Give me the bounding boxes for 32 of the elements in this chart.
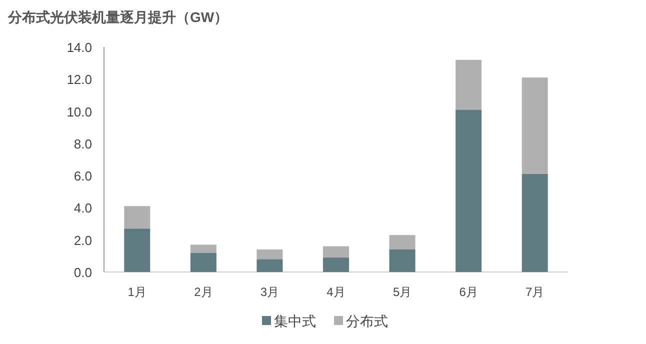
x-tick-label: 3月 [260, 285, 280, 299]
y-tick-label: 12.0 [66, 72, 92, 88]
x-tick-label: 2月 [194, 285, 213, 299]
bar [456, 110, 482, 272]
y-tick-label: 8.0 [74, 136, 92, 152]
bar [124, 206, 150, 229]
x-tick-label: 6月 [459, 285, 478, 299]
x-tick-label: 5月 [392, 285, 412, 299]
y-tick-label: 10.0 [66, 104, 92, 120]
chart-title: 分布式光伏装机量逐月提升（GW） [7, 9, 228, 25]
legend-label: 分布式 [346, 313, 388, 329]
bar [124, 228, 150, 272]
bar [456, 60, 482, 110]
bar [522, 174, 548, 272]
bar [256, 250, 283, 260]
x-tick-label: 1月 [128, 285, 146, 299]
x-tick-label: 4月 [326, 285, 346, 299]
bar [190, 244, 216, 253]
bar [323, 246, 349, 258]
bar [389, 250, 416, 272]
y-tick-label: 14.0 [66, 40, 92, 55]
y-tick-label: 2.0 [74, 232, 92, 248]
bar [389, 235, 416, 250]
bar [522, 78, 548, 174]
y-tick-label: 6.0 [74, 168, 92, 184]
bar [256, 259, 283, 272]
y-tick-label: 0.0 [74, 265, 92, 280]
legend-label: 集中式 [274, 313, 316, 329]
x-tick-label: 7月 [526, 285, 544, 299]
bar [323, 258, 349, 272]
y-tick-label: 4.0 [74, 200, 92, 216]
bar [190, 252, 216, 272]
